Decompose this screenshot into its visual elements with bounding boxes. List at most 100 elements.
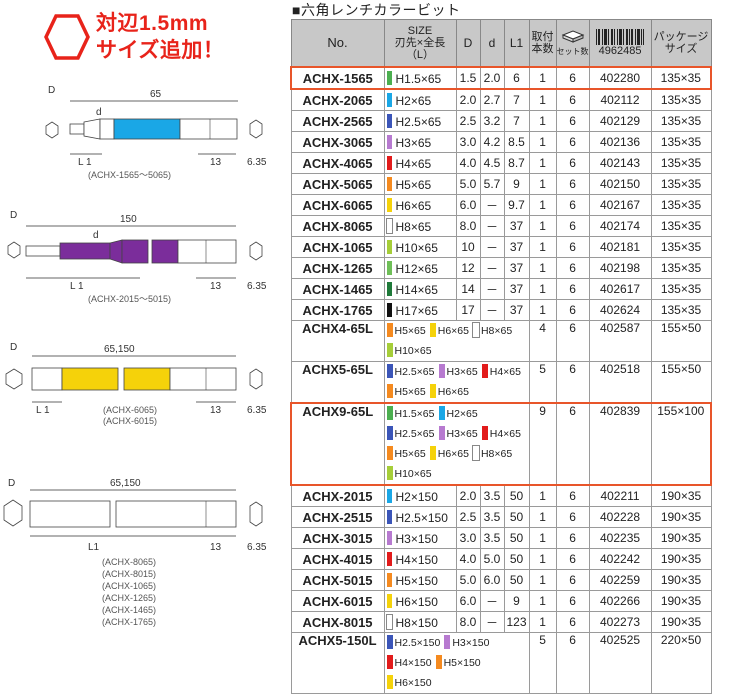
svg-text:D: D: [10, 210, 17, 221]
package-size: 135×35: [650, 299, 712, 321]
cell-set: 6: [555, 361, 590, 404]
product-no: ACHX-1565: [290, 66, 385, 90]
jan-code: 402518: [588, 361, 652, 404]
package-size: 135×35: [650, 257, 712, 279]
set-item: H5×65: [386, 321, 426, 341]
color-swatch: [386, 384, 393, 398]
cell-l1: 37: [503, 215, 530, 237]
cell-d: 3.0: [455, 131, 481, 153]
color-swatch: [386, 635, 393, 649]
set-row: ACHX9-65L H1.5×65 H2×65H2.5×65 H3×65 H4×65 H5…: [290, 402, 713, 486]
cell-d: 3.5: [479, 506, 505, 528]
cell-set: 6: [555, 527, 590, 549]
cell-d: －: [479, 257, 505, 279]
size-text: H8×150: [395, 615, 438, 630]
product-no: ACHX-1065: [290, 236, 385, 258]
product-no: ACHX-2515: [290, 506, 385, 528]
col-pkg: パッケージ サイズ: [650, 19, 712, 68]
color-swatch: [386, 343, 393, 357]
set-row: ACHX5-150L H2.5×150 H3×150 H4×150 H5×150H6×1…: [290, 632, 712, 694]
svg-text:(ACHX-1265): (ACHX-1265): [102, 593, 156, 603]
set-item: H5×65: [386, 382, 426, 402]
cell-l1: 50: [503, 527, 530, 549]
cell-d: 3.0: [455, 527, 481, 549]
spec-table: No. SIZE 刃先×全長（L） D d L1 取付 本数 セット数 496248…: [290, 19, 713, 694]
cell-d: 5.0: [479, 548, 505, 570]
col-barcode: 4962485: [588, 19, 652, 68]
product-no: ACHX-2015: [290, 484, 385, 507]
cell-set: 6: [555, 194, 590, 216]
svg-text:D: D: [8, 478, 15, 489]
size-text: H2×150: [395, 489, 438, 504]
box-icon: [561, 29, 584, 43]
jan-code: 402624: [588, 299, 652, 321]
set-item: H2×65: [438, 404, 478, 424]
cell-set: 6: [555, 402, 590, 486]
cell-mount: 5: [528, 361, 557, 404]
cell-d: 8.0: [455, 611, 481, 633]
svg-text:13: 13: [210, 281, 222, 292]
cell-mount: 1: [528, 66, 557, 90]
table-row: ACHX-8065 H8×65 8.0 － 37 1 6 402174 135×35: [290, 215, 712, 237]
cell-d: 8.0: [455, 215, 481, 237]
set-contents: H1.5×65 H2×65H2.5×65 H3×65 H4×65 H5×65 H6×65 H…: [383, 402, 530, 486]
package-size: 135×35: [650, 152, 712, 174]
color-swatch: [386, 426, 393, 440]
cell-l1: 50: [503, 569, 530, 591]
cell-mount: 1: [528, 484, 557, 507]
color-swatch: [471, 322, 480, 338]
cell-mount: 1: [528, 110, 557, 132]
col-d: d: [479, 19, 505, 68]
table-row: ACHX-6065 H6×65 6.0 － 9.7 1 6 402167 135×35: [290, 194, 712, 216]
cell-set: 6: [555, 278, 590, 300]
set-item: H6×65: [429, 321, 469, 341]
table-row: ACHX-2515 H2.5×150 2.5 3.5 50 1 6 402228 190×35: [290, 506, 712, 528]
cell-d: －: [479, 611, 505, 633]
color-swatch: [481, 364, 488, 378]
cell-l1: 37: [503, 278, 530, 300]
svg-text:(ACHX-1065): (ACHX-1065): [102, 581, 156, 591]
cell-d: 12: [455, 257, 481, 279]
svg-text:d: d: [93, 230, 99, 241]
svg-text:65,150: 65,150: [104, 344, 135, 355]
color-swatch: [386, 655, 393, 669]
cell-d: 2.0: [455, 88, 481, 111]
color-swatch: [438, 406, 445, 420]
col-size: SIZE 刃先×全長（L）: [383, 19, 457, 68]
set-item: H3×150: [444, 633, 489, 653]
cell-d: 2.5: [455, 110, 481, 132]
jan-code: 402211: [588, 484, 652, 507]
product-no: ACHX5-150L: [290, 632, 385, 694]
cell-d: 6.0: [455, 590, 481, 612]
cell-set: 6: [555, 590, 590, 612]
set-item: H6×65: [429, 444, 469, 464]
color-swatch: [471, 445, 480, 461]
cell-set: 6: [555, 236, 590, 258]
jan-code: 402198: [588, 257, 652, 279]
svg-text:(ACHX-8015): (ACHX-8015): [102, 569, 156, 579]
cell-set: 6: [555, 506, 590, 528]
cell-l1: 7: [503, 88, 530, 111]
product-no: ACHX-6015: [290, 590, 385, 612]
cell-mount: 1: [528, 257, 557, 279]
set-row: ACHX5-65L H2.5×65 H3×65 H4×65 H5×65 H6×65 5 6 40…: [290, 361, 712, 404]
svg-text:(ACHX-8065): (ACHX-8065): [102, 557, 156, 567]
cell-set: 6: [555, 257, 590, 279]
table-row: ACHX-1565 H1.5×65 1.5 2.0 6 1 6 402280 135×35: [290, 66, 713, 90]
package-size: 190×35: [650, 590, 712, 612]
jan-code: 402617: [588, 278, 652, 300]
cell-l1: 8.5: [503, 131, 530, 153]
bit-diagram-6mm: D 65,150 L 1 13 6.35 (ACHX-6065) (ACHX-6…: [5, 342, 267, 426]
size-cell: H3×150: [383, 527, 457, 549]
cell-d: 3.2: [479, 110, 505, 132]
color-swatch: [435, 655, 442, 669]
product-no: ACHX-3015: [290, 527, 385, 549]
table-title: ■六角レンチカラービット: [292, 2, 461, 18]
diagram-panel: 対辺1.5mm サイズ追加！ D 65 d L 1 13 6.35 (ACHX-…: [0, 0, 290, 665]
size-text: H3×65: [395, 135, 432, 150]
color-swatch: [386, 176, 392, 191]
cell-mount: 1: [528, 611, 557, 633]
cell-l1: 37: [503, 257, 530, 279]
color-swatch: [438, 364, 445, 378]
package-size: 135×35: [650, 66, 713, 90]
